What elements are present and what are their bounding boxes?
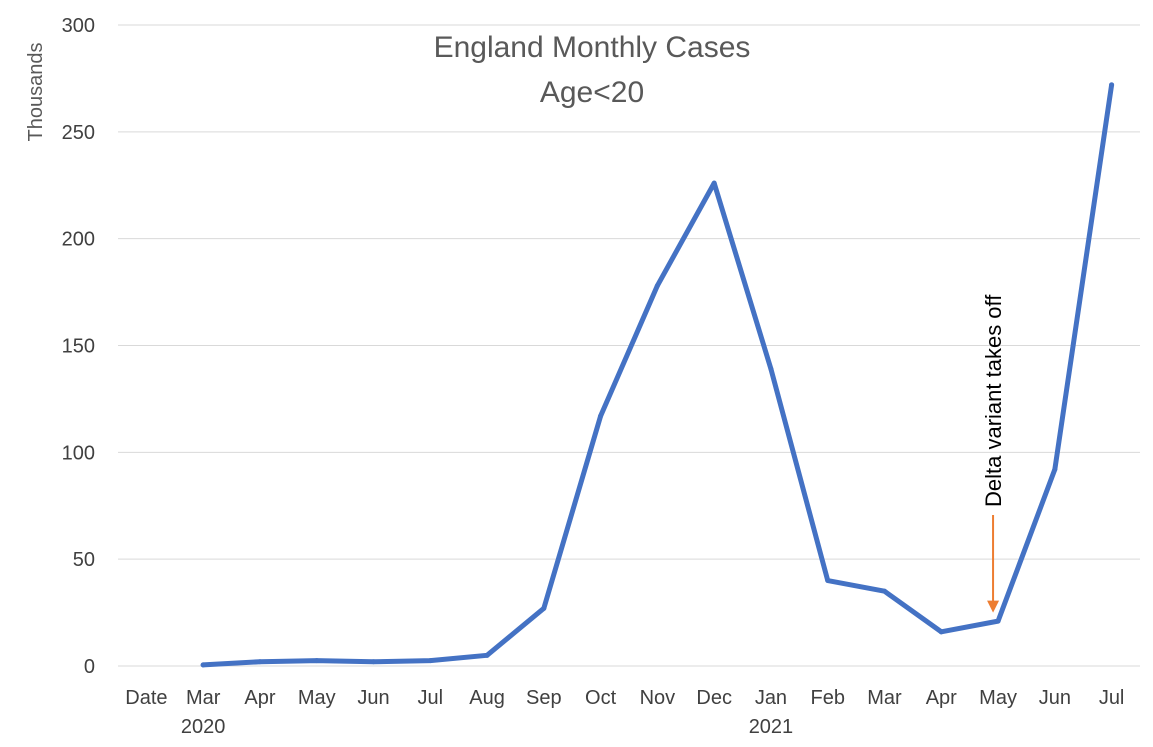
x-year-label: 2021 (749, 716, 794, 738)
y-axis-label: Thousands (25, 43, 47, 142)
annotation-arrow-head (987, 600, 1000, 613)
x-tick-label: May (298, 687, 336, 709)
x-tick-label: Sep (526, 687, 562, 709)
y-tick-label: 100 (62, 442, 95, 464)
y-tick-label: 50 (73, 549, 95, 571)
x-tick-label: Mar (867, 687, 902, 709)
data-point (768, 366, 774, 372)
y-axis-tick-labels: 0 50 100 150 200 250 300 (62, 15, 95, 678)
x-tick-label: Jun (357, 687, 389, 709)
x-tick-label: Dec (696, 687, 732, 709)
data-point (1109, 82, 1115, 88)
x-tick-label: Apr (244, 687, 275, 709)
y-tick-label: 200 (62, 229, 95, 251)
x-tick-label: May (979, 687, 1017, 709)
series-line-0 (200, 82, 1115, 668)
x-tick-label: Jan (755, 687, 787, 709)
x-tick-label: Jul (417, 687, 443, 709)
data-point (938, 629, 944, 635)
data-point (711, 180, 717, 186)
data-point (427, 658, 433, 664)
x-tick-label: Oct (585, 687, 617, 709)
chart-title-line-2: Age<20 (540, 76, 644, 109)
series-layer (200, 82, 1115, 668)
data-point (314, 658, 320, 664)
data-point (598, 413, 604, 419)
annotation-label: Delta variant takes off (981, 294, 1006, 507)
data-point (825, 578, 831, 584)
data-point (200, 662, 206, 668)
chart-title-line-1: England Monthly Cases (434, 31, 751, 64)
gridlines (118, 24, 1140, 667)
x-year-label: 2020 (181, 716, 226, 738)
x-tick-label: Aug (469, 687, 505, 709)
y-tick-label: 250 (62, 122, 95, 144)
y-tick-label: 150 (62, 336, 95, 358)
x-tick-label: Apr (926, 687, 957, 709)
data-point (541, 605, 547, 611)
x-tick-label: Feb (810, 687, 844, 709)
y-tick-label: 0 (84, 656, 95, 678)
x-tick-label: Date (125, 687, 167, 709)
data-point (882, 588, 887, 594)
data-point (995, 618, 1001, 624)
data-point (1052, 466, 1058, 472)
y-tick-label: 300 (62, 15, 95, 37)
x-tick-label: Jul (1099, 687, 1125, 709)
annotation-layer: Delta variant takes off (981, 294, 1006, 613)
data-point (654, 283, 660, 289)
data-point (484, 652, 490, 658)
data-point (371, 659, 376, 665)
x-axis-tick-labels: Date Mar Apr May Jun Jul Aug Sep Oct Nov Dec Jan Feb… (125, 687, 1124, 738)
x-tick-label: Mar (186, 687, 221, 709)
x-tick-label: Jun (1039, 687, 1071, 709)
data-point (257, 659, 263, 665)
x-tick-label: Nov (640, 687, 676, 709)
